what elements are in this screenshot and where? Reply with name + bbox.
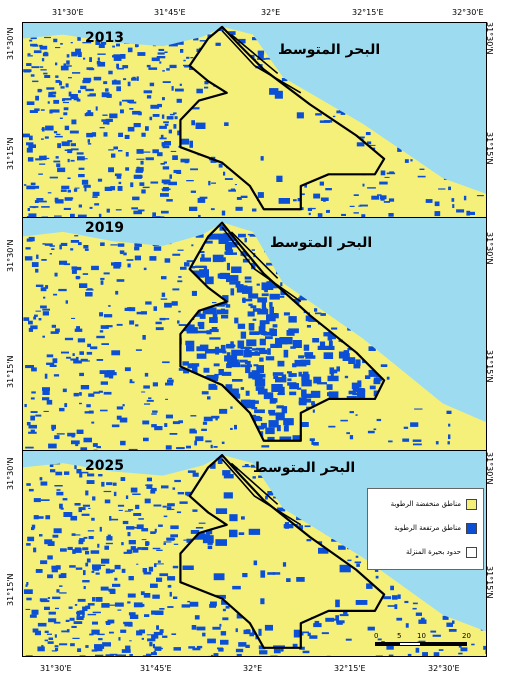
top-tick: 32°15'E <box>352 8 384 17</box>
lat-tick: 31°15'N <box>6 355 15 388</box>
sea-label: البحر المتوسط <box>278 42 381 58</box>
map-2025 <box>23 451 486 656</box>
lat-tick: 31°30'N <box>6 27 15 60</box>
scale-segment <box>399 642 421 646</box>
year-label: 2025 <box>85 458 124 474</box>
bottom-tick: 31°30'E <box>40 664 72 673</box>
lat-tick: 31°30'N <box>6 239 15 272</box>
lake-inner-lines <box>221 458 302 526</box>
top-tick: 31°30'E <box>52 8 84 17</box>
lake-boundary <box>179 221 386 442</box>
lake-inner-lines <box>221 226 302 303</box>
sea-label: البحر المتوسط <box>270 235 373 251</box>
lake-inner-lines <box>221 30 302 94</box>
map-panel-2013 <box>23 23 486 217</box>
legend-swatch-boundary <box>466 547 477 558</box>
bottom-tick: 31°45'E <box>140 664 172 673</box>
scale-label: 10 <box>417 632 426 640</box>
legend: مناطق منخفضة الرطوبة مناطق مرتفعة الرطوب… <box>367 488 484 570</box>
top-tick: 32°E <box>261 8 281 17</box>
legend-label-boundary: حدود بحيرة المنزلة <box>405 548 461 556</box>
sea-label: البحر المتوسط <box>253 460 356 476</box>
legend-swatch-wet <box>466 523 477 534</box>
legend-label-dry: مناطق منخفضة الرطوبة <box>390 500 461 508</box>
lake-boundary <box>179 25 386 211</box>
panel-separator <box>22 217 487 218</box>
bottom-tick: 32°30'E <box>428 664 460 673</box>
map-2019 <box>23 218 486 450</box>
legend-label-wet: مناطق مرتفعة الرطوبة <box>394 524 461 532</box>
map-panel-2019 <box>23 218 486 450</box>
map-panel-2025 <box>23 451 486 656</box>
scale-bar: 0 5 10 20 <box>374 632 475 654</box>
legend-item-dry: مناطق منخفضة الرطوبة <box>372 499 477 513</box>
lat-tick: 31°30'N <box>6 457 15 490</box>
legend-item-wet: مناطق مرتفعة الرطوبة <box>372 523 477 537</box>
lake-boundary <box>179 454 386 649</box>
year-label: 2013 <box>85 30 124 46</box>
legend-item-boundary: حدود بحيرة المنزلة <box>372 547 477 561</box>
year-label: 2019 <box>85 220 124 236</box>
lat-tick: 31°15'N <box>6 137 15 170</box>
panel-separator <box>22 450 487 451</box>
scale-label: 0 <box>374 632 379 640</box>
bottom-tick: 32°15'E <box>334 664 366 673</box>
legend-swatch-dry <box>466 499 477 510</box>
scale-label: 5 <box>397 632 402 640</box>
lat-tick: 31°15'N <box>6 573 15 606</box>
scale-segment <box>421 642 467 646</box>
scale-label: 20 <box>462 632 471 640</box>
top-tick: 31°45'E <box>154 8 186 17</box>
top-tick: 32°30'E <box>452 8 484 17</box>
map-2013 <box>23 23 486 217</box>
scale-segment <box>375 642 399 646</box>
bottom-tick: 32°E <box>243 664 263 673</box>
map-frame <box>22 22 487 657</box>
